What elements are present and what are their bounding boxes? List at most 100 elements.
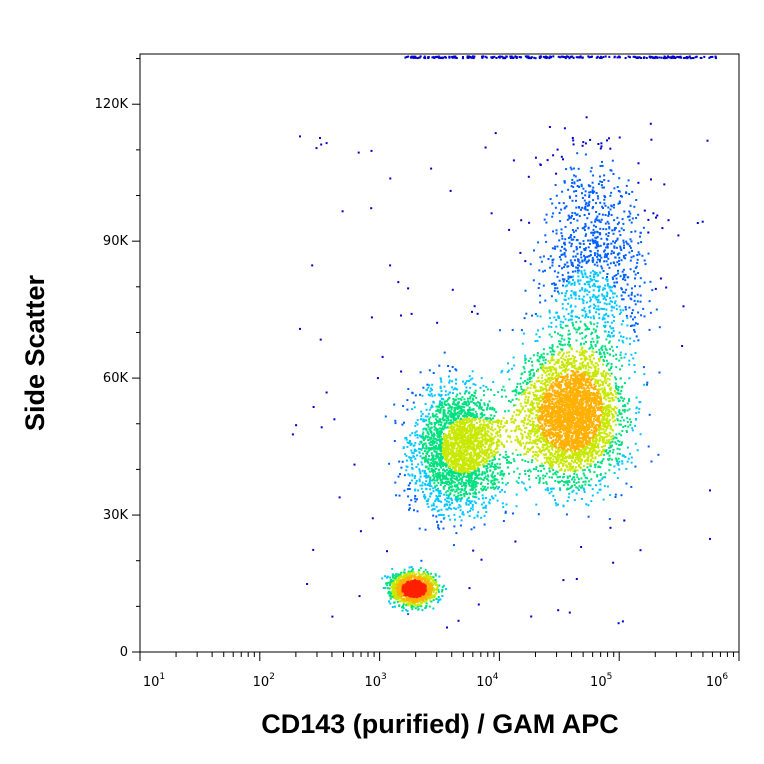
- event-dot: [448, 474, 451, 477]
- event-dot: [570, 375, 572, 378]
- event-dot: [513, 460, 516, 463]
- event-dot: [554, 455, 557, 458]
- event-dot: [452, 425, 455, 428]
- event-dot: [433, 394, 436, 397]
- event-dot: [448, 487, 451, 490]
- event-dot: [407, 588, 410, 590]
- event-dot: [446, 471, 449, 474]
- event-dot: [442, 411, 445, 414]
- event-dot: [446, 460, 448, 463]
- event-dot: [432, 590, 435, 593]
- event-dot: [445, 404, 448, 406]
- event-dot: [451, 474, 454, 477]
- event-dot: [450, 419, 452, 422]
- event-dot: [571, 379, 574, 382]
- event-dots: [291, 55, 717, 629]
- event-dot: [472, 445, 475, 448]
- event-dot: [415, 590, 418, 593]
- event-dot: [425, 423, 428, 426]
- event-dot: [448, 404, 451, 407]
- event-dot: [472, 423, 475, 426]
- event-dot: [468, 417, 471, 420]
- event-dot: [421, 592, 424, 595]
- event-dot: [448, 426, 451, 429]
- event-dot: [505, 428, 508, 431]
- event-dot: [440, 481, 443, 484]
- event-dot: [486, 465, 488, 468]
- event-dot: [454, 490, 457, 493]
- event-dot: [409, 440, 411, 443]
- event-dot: [435, 428, 438, 431]
- event-dot: [436, 488, 439, 491]
- event-dot: [465, 401, 468, 404]
- event-dot: [391, 573, 394, 576]
- event-dot: [406, 593, 409, 596]
- event-dot: [535, 477, 538, 479]
- event-dot: [453, 439, 456, 441]
- event-dot: [435, 588, 438, 591]
- event-dot: [455, 470, 458, 473]
- event-dot: [492, 453, 495, 456]
- event-dot: [458, 406, 461, 409]
- event-dot: [421, 578, 424, 581]
- event-dot: [492, 486, 495, 489]
- event-dot: [428, 428, 431, 431]
- event-dot: [399, 579, 402, 582]
- event-dot: [450, 412, 453, 415]
- event-dot: [458, 470, 460, 473]
- event-dot: [421, 597, 424, 600]
- event-dot: [490, 437, 493, 440]
- event-dot: [400, 573, 403, 576]
- event-dot: [457, 438, 460, 441]
- event-dot: [425, 605, 428, 607]
- event-dot: [408, 586, 411, 589]
- event-dot: [430, 465, 432, 467]
- event-dot: [506, 461, 508, 464]
- event-dot: [450, 451, 453, 454]
- event-dot: [449, 391, 452, 394]
- event-dot: [400, 598, 403, 601]
- event-dot: [486, 482, 489, 485]
- event-dot: [476, 442, 479, 445]
- event-dot: [425, 590, 428, 593]
- event-dot: [416, 597, 419, 600]
- event-dot: [462, 380, 464, 383]
- event-dot: [608, 518, 611, 520]
- event-dot: [408, 571, 411, 574]
- event-dot: [439, 462, 442, 465]
- event-dot: [429, 578, 432, 581]
- event-dot: [489, 439, 492, 442]
- event-dot: [447, 365, 450, 367]
- event-dot: [469, 409, 472, 412]
- event-dot: [600, 462, 603, 465]
- event-dot: [460, 417, 462, 420]
- event-dot: [435, 453, 438, 456]
- event-dot: [501, 388, 503, 391]
- event-dot: [503, 389, 506, 392]
- event-dot: [442, 427, 445, 430]
- event-dot: [562, 459, 565, 462]
- event-dot: [445, 417, 448, 420]
- event-dot: [481, 485, 484, 488]
- event-dot: [471, 408, 474, 411]
- event-dot: [422, 590, 425, 593]
- event-dot: [429, 582, 432, 585]
- event-dot: [418, 600, 421, 603]
- event-dot: [471, 394, 473, 396]
- event-dot: [473, 460, 476, 463]
- event-dot: [514, 390, 517, 393]
- event-dot: [554, 434, 556, 437]
- event-dot: [421, 595, 424, 598]
- event-dot: [510, 440, 513, 443]
- event-dot: [462, 470, 465, 473]
- event-dot: [600, 454, 603, 457]
- event-dot: [405, 594, 408, 597]
- event-dot: [479, 449, 482, 452]
- event-dot: [608, 378, 611, 381]
- event-dot: [475, 440, 477, 443]
- event-dot: [429, 479, 431, 482]
- event-dot: [468, 406, 471, 409]
- event-dot: [514, 394, 517, 397]
- event-dot: [527, 410, 530, 413]
- event-dot: [422, 457, 425, 459]
